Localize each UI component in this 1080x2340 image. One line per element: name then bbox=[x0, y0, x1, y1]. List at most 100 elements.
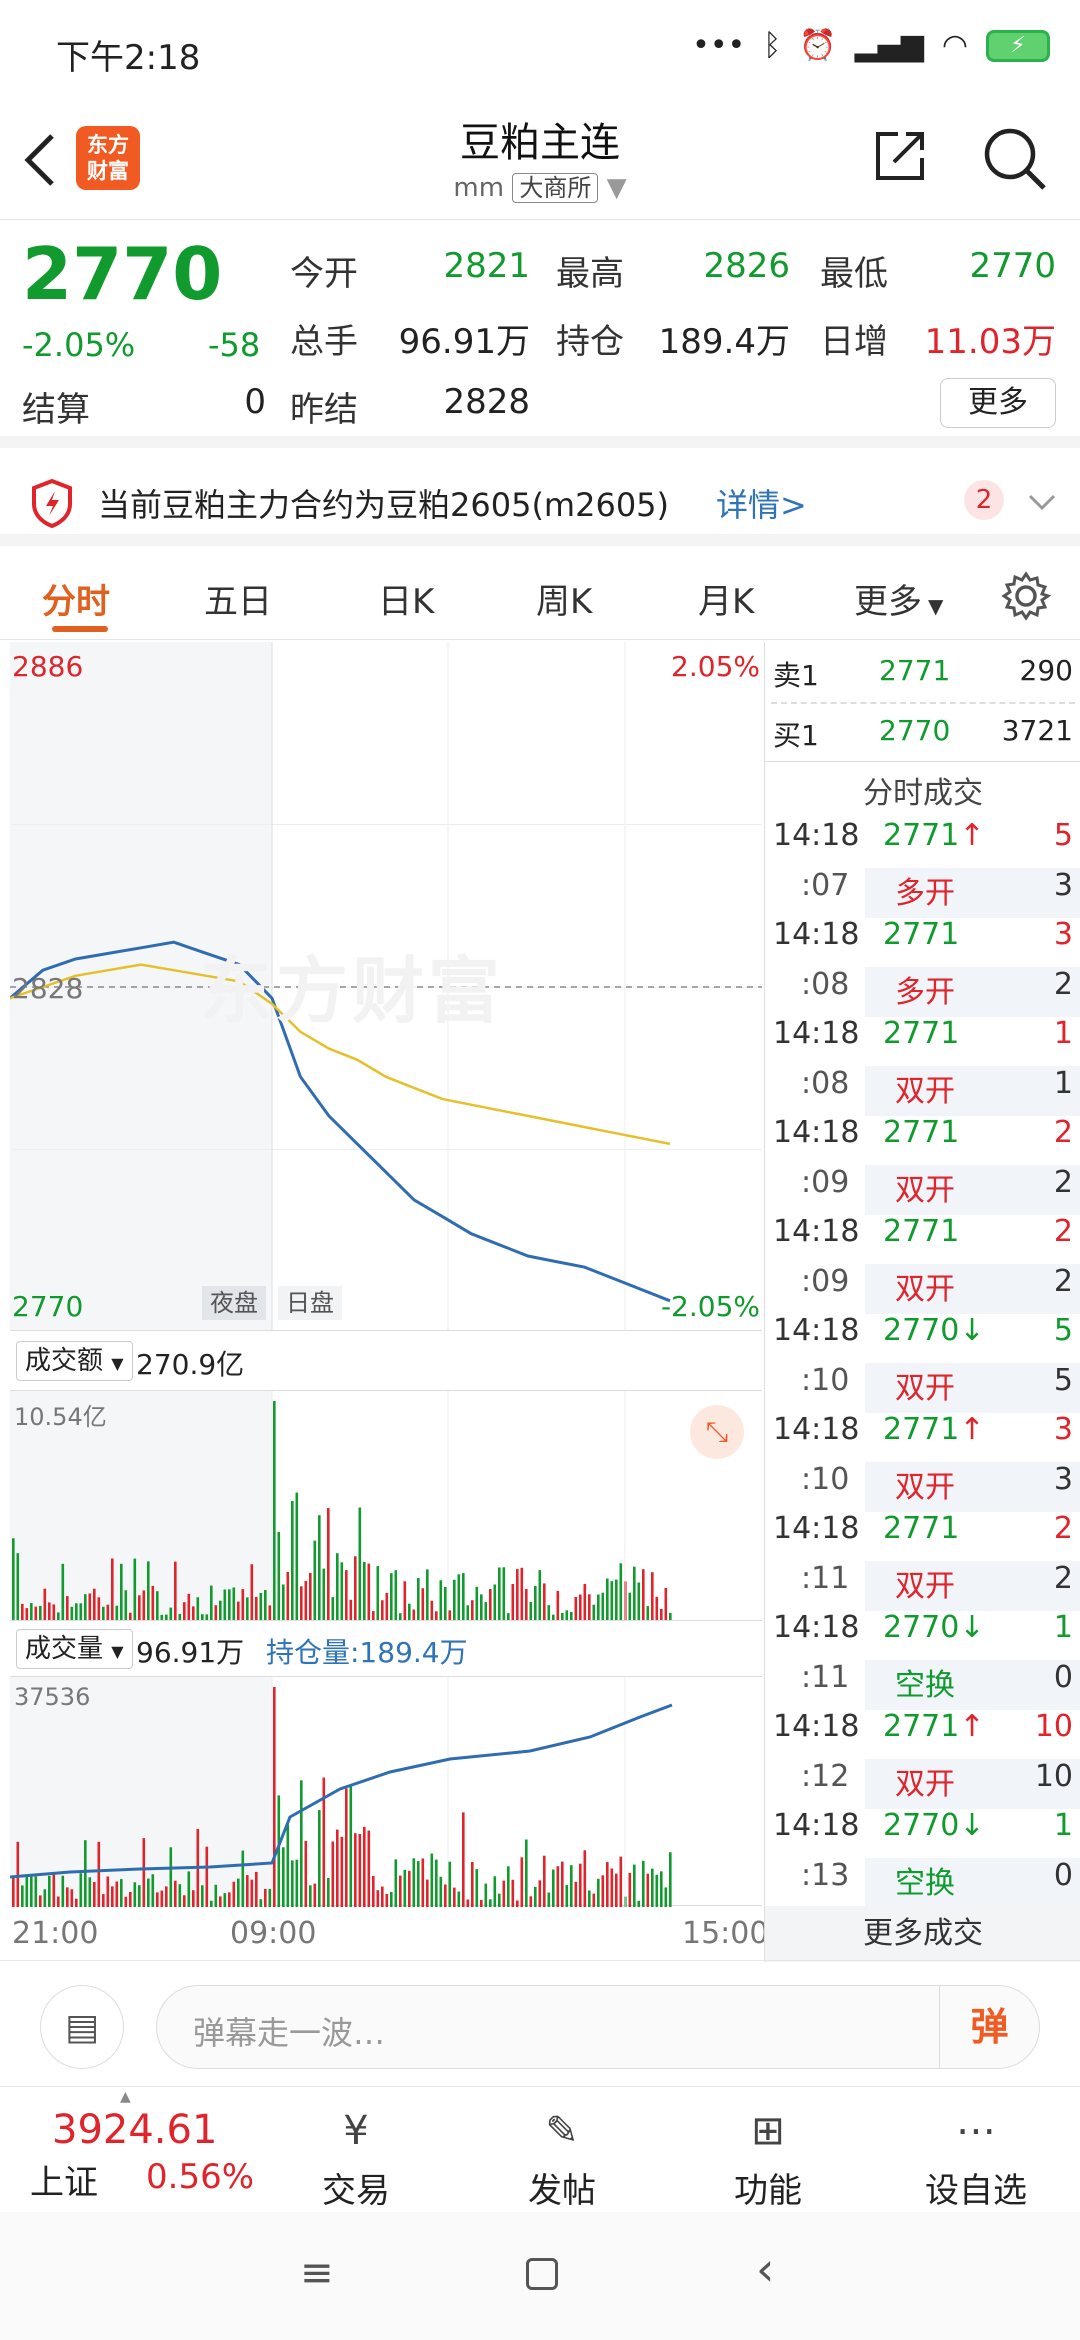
bar bbox=[232, 1587, 236, 1621]
prev-settle-value: 2828 bbox=[443, 382, 530, 422]
daily-increase-label: 日增 bbox=[820, 322, 888, 362]
bar bbox=[259, 1593, 263, 1621]
index-ticker[interactable]: ▲ 3924.61 上证 0.56% bbox=[0, 2087, 260, 2213]
bar bbox=[331, 1597, 335, 1621]
home-icon[interactable] bbox=[526, 2258, 558, 2290]
danmu-send-icon[interactable]: 弹 bbox=[939, 1986, 1039, 2068]
nav-post[interactable]: ✎ 发帖 bbox=[462, 2087, 662, 2212]
bar bbox=[592, 1893, 596, 1907]
settings-gear-icon[interactable] bbox=[1000, 570, 1052, 622]
bar bbox=[444, 1884, 447, 1907]
active-tab-indicator bbox=[52, 626, 108, 632]
bar bbox=[313, 1540, 317, 1621]
danmu-input[interactable]: 弹幕走一波… 弹 bbox=[156, 1985, 1040, 2069]
trade-type-bg bbox=[865, 1858, 1080, 1908]
trade-count: 3 bbox=[1053, 1462, 1073, 1497]
bar bbox=[628, 1872, 632, 1907]
bar bbox=[291, 1860, 294, 1907]
bar bbox=[318, 1515, 321, 1621]
bar bbox=[255, 1871, 258, 1907]
bar bbox=[151, 1874, 155, 1907]
bar bbox=[255, 1596, 258, 1621]
trade-time: 14:18 bbox=[773, 1610, 860, 1645]
intraday-chart[interactable]: 2886 2.05% 2828 2770 -2.05% 夜盘 日盘 东方财富 bbox=[10, 642, 762, 1330]
trade-volume: 5 bbox=[1053, 818, 1073, 853]
search-icon[interactable] bbox=[980, 124, 1050, 194]
chart-tabs: 分时 五日 日K 周K 月K 更多 ▼ bbox=[0, 548, 1080, 640]
nav-functions[interactable]: ⊞ 功能 bbox=[668, 2087, 868, 2212]
bar bbox=[70, 1889, 74, 1907]
bar bbox=[430, 1853, 434, 1907]
bar bbox=[16, 1553, 20, 1621]
back-nav-icon[interactable]: ‹ bbox=[756, 2242, 775, 2296]
bar bbox=[646, 1873, 650, 1907]
bar bbox=[133, 1882, 137, 1907]
volume-selector[interactable]: 成交量 ▼ bbox=[16, 1629, 133, 1669]
trade-volume: 3 bbox=[1053, 1412, 1073, 1447]
nav-trade[interactable]: ¥ 交易 bbox=[256, 2087, 456, 2212]
notice-count-badge: 2 bbox=[964, 480, 1004, 520]
bar bbox=[25, 1874, 29, 1907]
contract-subtitle[interactable]: mm 大商所 ▼ bbox=[0, 168, 1080, 203]
trade-second: :12 bbox=[801, 1759, 850, 1794]
tab-five-day[interactable]: 五日 bbox=[204, 582, 272, 622]
bar bbox=[286, 1824, 290, 1907]
bar bbox=[30, 1603, 33, 1621]
status-icons: ••• ᛒ ⏰ ▂▄▆ ◠ ⚡ bbox=[692, 28, 1050, 63]
trade-type: 双开 bbox=[895, 1767, 955, 1802]
bar bbox=[16, 1841, 20, 1907]
back-icon[interactable] bbox=[20, 130, 60, 190]
exchange-badge: 大商所 bbox=[512, 173, 599, 203]
bar bbox=[651, 1572, 654, 1621]
bar bbox=[493, 1584, 497, 1621]
bar bbox=[25, 1608, 29, 1621]
tab-weekly-k[interactable]: 周K bbox=[536, 582, 593, 622]
bar bbox=[561, 1861, 564, 1907]
trade-second: :08 bbox=[801, 967, 850, 1002]
night-session-label: 夜盘 bbox=[202, 1286, 266, 1320]
amount-max-label: 10.54亿 bbox=[14, 1403, 107, 1431]
trade-count: 2 bbox=[1053, 1561, 1073, 1596]
notice-detail-link[interactable]: 详情> bbox=[716, 486, 807, 524]
more-trades-button[interactable]: 更多成交 bbox=[765, 1906, 1080, 1962]
caret-up-icon: ▲ bbox=[120, 2089, 131, 2105]
bar bbox=[583, 1583, 587, 1621]
bar bbox=[174, 1880, 177, 1907]
bar bbox=[48, 1875, 51, 1907]
tab-monthly-k[interactable]: 月K bbox=[698, 582, 755, 622]
bar bbox=[241, 1850, 245, 1907]
notice-bar[interactable]: 当前豆粕主力合约为豆粕2605(m2605) 详情> 2 bbox=[0, 460, 1080, 546]
bar bbox=[246, 1875, 249, 1907]
volume-bars-svg bbox=[10, 1677, 673, 1907]
tab-more[interactable]: 更多 ▼ bbox=[854, 582, 944, 622]
bar bbox=[597, 1878, 600, 1907]
bar bbox=[646, 1606, 650, 1621]
tab-daily-k[interactable]: 日K bbox=[378, 582, 435, 622]
bar bbox=[534, 1886, 537, 1907]
signal-icon: ▂▄▆ bbox=[854, 28, 924, 63]
more-quote-button[interactable]: 更多 bbox=[940, 378, 1056, 428]
bar bbox=[160, 1890, 164, 1907]
bar bbox=[381, 1600, 384, 1621]
danmu-settings-icon[interactable]: ▤ bbox=[40, 1985, 124, 2069]
share-icon[interactable] bbox=[870, 126, 930, 186]
trade-count: 0 bbox=[1053, 1660, 1073, 1695]
expand-icon[interactable]: ⤡ bbox=[690, 1405, 744, 1459]
bar bbox=[543, 1583, 546, 1621]
menu-icon[interactable]: ≡ bbox=[300, 2250, 334, 2296]
bar bbox=[75, 1603, 78, 1621]
chevron-down-icon: ▼ bbox=[606, 173, 627, 203]
bar bbox=[664, 1588, 668, 1621]
tab-intraday[interactable]: 分时 bbox=[42, 582, 110, 622]
wifi-icon: ◠ bbox=[941, 28, 968, 63]
amount-selector[interactable]: 成交额 ▼ bbox=[16, 1341, 133, 1381]
bar bbox=[588, 1890, 591, 1907]
bar bbox=[277, 1795, 281, 1907]
bar bbox=[84, 1840, 87, 1907]
nav-add-watchlist[interactable]: ⋯ 设自选 bbox=[876, 2087, 1076, 2212]
yen-circle-icon: ¥ bbox=[343, 2108, 369, 2154]
chevron-down-icon[interactable] bbox=[1026, 490, 1058, 514]
trade-second: :09 bbox=[801, 1264, 850, 1299]
amount-value: 270.9亿 bbox=[136, 1348, 245, 1381]
bar bbox=[520, 1857, 524, 1907]
